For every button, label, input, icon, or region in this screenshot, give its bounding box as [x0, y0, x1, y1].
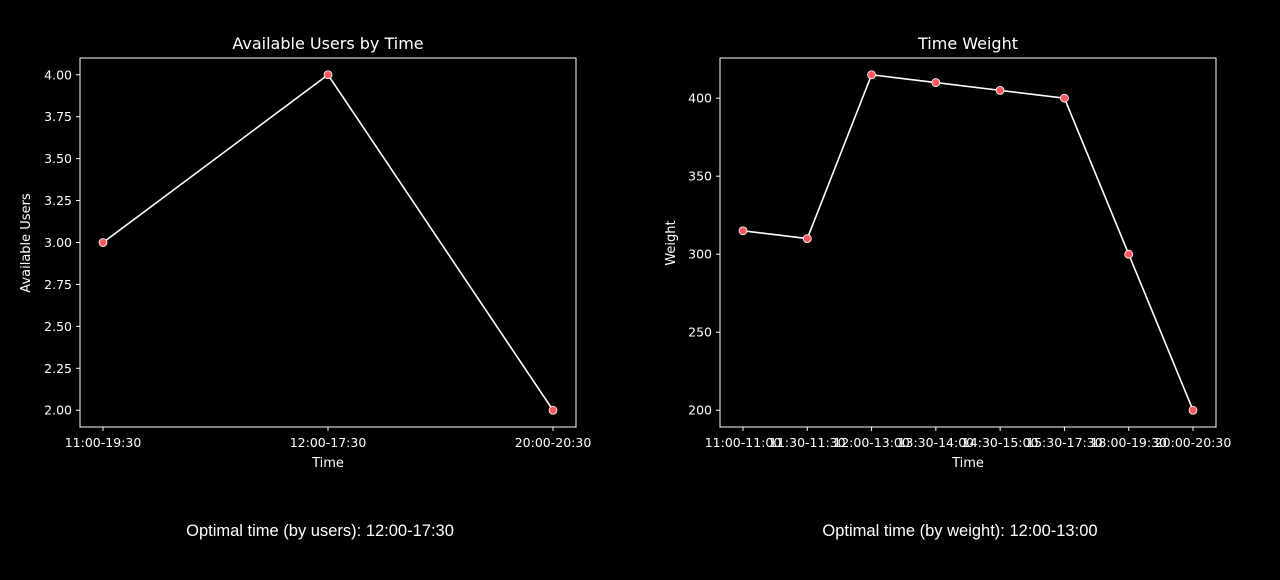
- users-y-tick-label: 3.50: [44, 151, 72, 166]
- users-x-tick-label: 12:00-17:30: [290, 435, 367, 450]
- weight-chart-title: Time Weight: [917, 34, 1018, 53]
- users-y-tick-label: 2.75: [44, 277, 72, 292]
- weight-data-point: [995, 85, 1005, 95]
- users-y-axis: 2.00 2.25 2.50 2.75 3.00 3.25 3.50 3.75 4.00: [44, 67, 80, 418]
- weight-x-tick-label: 12:00-13:00: [833, 435, 910, 450]
- users-y-tick-label: 3.75: [44, 109, 72, 124]
- optimal-time-weight-text: Optimal time (by weight): 12:00-13:00: [822, 522, 1097, 540]
- users-y-tick-label: 2.00: [44, 403, 72, 418]
- users-data-point: [323, 70, 333, 80]
- weight-x-axis-label: Time: [951, 456, 984, 471]
- weight-series-line: [742, 73, 1194, 411]
- optimal-time-users-text: Optimal time (by users): 12:00-17:30: [186, 522, 454, 540]
- users-chart: Available Users by Time 2.00 2.25 2.50 2.75…: [19, 34, 591, 471]
- weight-x-axis: 11:00-11:0011:30-11:3012:00-13:0013:30-1…: [705, 427, 1232, 450]
- users-y-tick-label: 3.25: [44, 193, 72, 208]
- users-x-tick-label: 20:00-20:30: [515, 435, 592, 450]
- weight-x-tick-label: 11:30-11:30: [769, 435, 846, 450]
- weight-y-tick-label: 200: [688, 403, 712, 418]
- weight-y-tick-label: 350: [688, 169, 712, 184]
- users-y-axis-label: Available Users: [19, 193, 34, 293]
- users-x-axis-label: Time: [311, 456, 344, 471]
- users-x-tick-label: 11:00-19:30: [65, 435, 142, 450]
- weight-data-point: [1124, 249, 1134, 259]
- weight-plot-frame: [719, 57, 1217, 428]
- weight-data-point: [931, 78, 941, 87]
- users-y-tick-label: 2.25: [44, 361, 72, 376]
- users-data-point: [548, 405, 558, 415]
- weight-data-point: [738, 226, 748, 236]
- users-y-tick-label: 3.00: [44, 235, 72, 250]
- weight-x-tick-label: 15:30-17:30: [1026, 435, 1103, 450]
- weight-x-tick-label: 13:30-14:00: [898, 435, 975, 450]
- weight-y-axis: 200 250 300 350 400: [688, 91, 720, 418]
- users-x-axis: 11:00-19:30 12:00-17:30 20:00-20:30: [65, 427, 592, 450]
- weight-y-tick-label: 400: [688, 91, 712, 106]
- weight-data-point: [1060, 93, 1069, 103]
- weight-series: [738, 70, 1198, 415]
- users-chart-title: Available Users by Time: [232, 34, 423, 53]
- users-series: [98, 70, 558, 415]
- users-data-point: [98, 238, 108, 247]
- weight-y-axis-label: Weight: [664, 220, 679, 265]
- weight-y-tick-label: 250: [688, 325, 712, 340]
- weight-y-tick-label: 300: [688, 247, 712, 262]
- weight-data-point: [1188, 405, 1198, 415]
- weight-x-tick-label: 11:00-11:00: [705, 435, 782, 450]
- users-y-tick-label: 2.50: [44, 319, 72, 334]
- users-y-tick-label: 4.00: [44, 67, 72, 82]
- weight-data-point: [867, 70, 876, 80]
- weight-data-point: [802, 234, 812, 243]
- weight-x-tick-label: 18:00-19:30: [1090, 435, 1167, 450]
- weight-x-tick-label: 20:00-20:30: [1155, 435, 1232, 450]
- weight-x-tick-label: 14:30-15:00: [962, 435, 1039, 450]
